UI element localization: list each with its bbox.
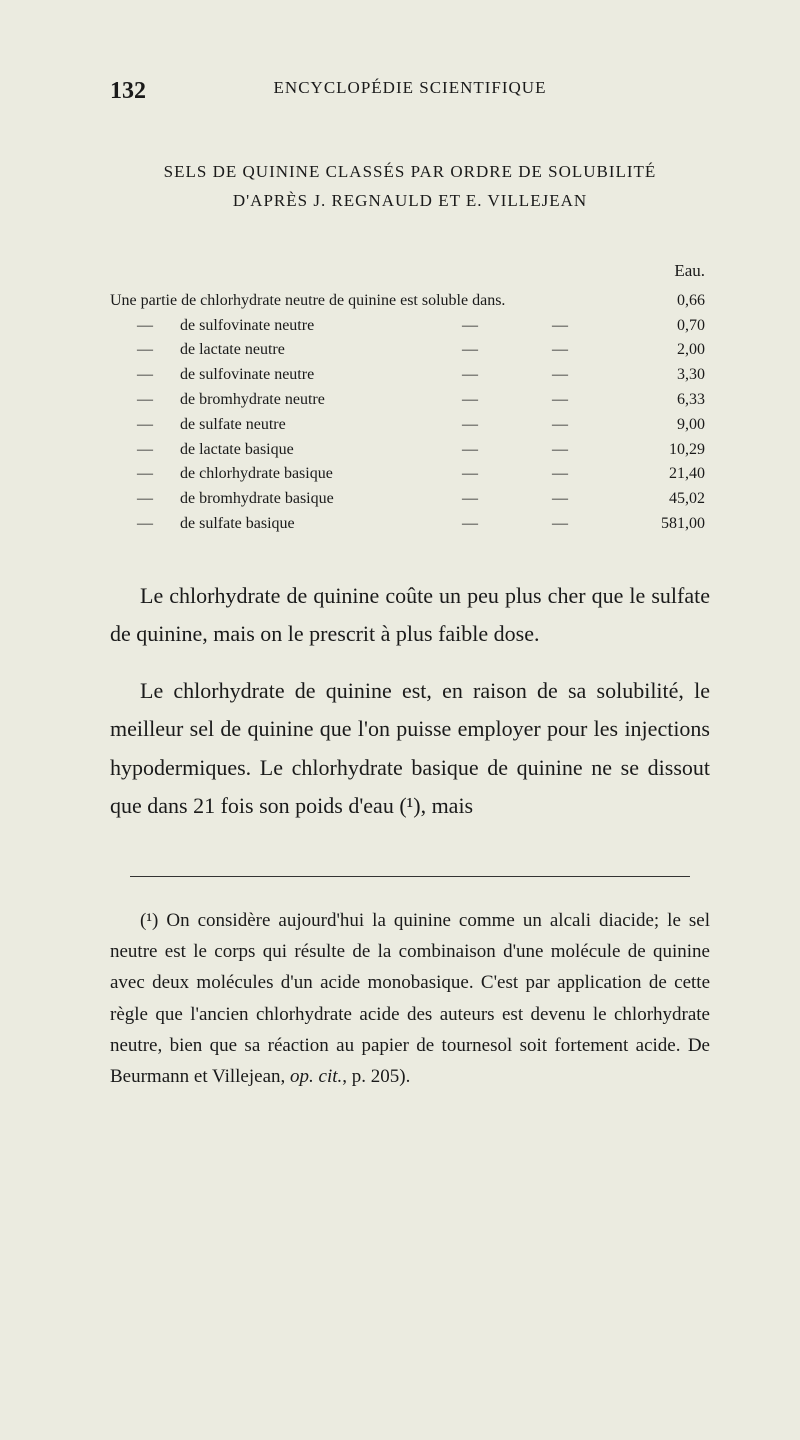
row-label: de bromhydrate neutre: [180, 388, 440, 413]
row-value: 45,02: [620, 487, 710, 512]
first-row-value: 0,66: [630, 289, 710, 314]
row-dash2: —: [500, 512, 620, 537]
row-dash: —: [110, 314, 180, 339]
row-dash1: —: [440, 487, 500, 512]
row-dash1: —: [440, 363, 500, 388]
row-label: de bromhydrate basique: [180, 487, 440, 512]
row-dash1: —: [440, 512, 500, 537]
row-label: de lactate neutre: [180, 338, 440, 363]
table-first-row: Une partie de chlorhydrate neutre de qui…: [110, 289, 710, 314]
row-dash: —: [110, 388, 180, 413]
table-row: — de lactate neutre — — 2,00: [110, 338, 710, 363]
row-value: 6,33: [620, 388, 710, 413]
row-dash2: —: [500, 487, 620, 512]
table-row: — de lactate basique — — 10,29: [110, 438, 710, 463]
title-line-1: SELS DE QUININE CLASSÉS PAR ORDRE DE SOL…: [110, 158, 710, 187]
title-line-2: D'APRÈS J. REGNAULD ET E. VILLEJEAN: [110, 187, 710, 216]
row-value: 10,29: [620, 438, 710, 463]
row-dash1: —: [440, 314, 500, 339]
row-dash2: —: [500, 413, 620, 438]
paragraph-2: Le chlorhydrate de quinine est, en raiso…: [110, 672, 710, 826]
row-value: 2,00: [620, 338, 710, 363]
row-dash: —: [110, 338, 180, 363]
row-dash2: —: [500, 314, 620, 339]
row-value: 581,00: [620, 512, 710, 537]
footnote-citation: op. cit.: [290, 1066, 342, 1087]
row-dash1: —: [440, 462, 500, 487]
row-dash1: —: [440, 413, 500, 438]
footnote-divider: [130, 876, 690, 877]
table-title: SELS DE QUININE CLASSÉS PAR ORDRE DE SOL…: [110, 158, 710, 216]
row-value: 9,00: [620, 413, 710, 438]
row-label: de sulfovinate neutre: [180, 314, 440, 339]
table-row: — de sulfovinate neutre — — 0,70: [110, 314, 710, 339]
page-number: 132: [110, 78, 146, 105]
table-row: — de sulfate basique — — 581,00: [110, 512, 710, 537]
footnote-end: , p. 205).: [342, 1066, 410, 1087]
row-dash2: —: [500, 462, 620, 487]
row-dash: —: [110, 512, 180, 537]
table-row: — de sulfovinate neutre — — 3,30: [110, 363, 710, 388]
row-dash: —: [110, 487, 180, 512]
row-dash: —: [110, 462, 180, 487]
first-row-text: Une partie de chlorhydrate neutre de qui…: [110, 289, 630, 314]
row-dash1: —: [440, 388, 500, 413]
table-row: — de chlorhydrate basique — — 21,40: [110, 462, 710, 487]
table-row: — de sulfate neutre — — 9,00: [110, 413, 710, 438]
solubility-table: Une partie de chlorhydrate neutre de qui…: [110, 289, 710, 537]
row-dash1: —: [440, 438, 500, 463]
row-label: de chlorhydrate basique: [180, 462, 440, 487]
row-dash2: —: [500, 363, 620, 388]
row-dash2: —: [500, 388, 620, 413]
paragraph-1: Le chlorhydrate de quinine coûte un peu …: [110, 577, 710, 654]
row-dash: —: [110, 413, 180, 438]
row-dash: —: [110, 363, 180, 388]
row-label: de lactate basique: [180, 438, 440, 463]
row-label: de sulfovinate neutre: [180, 363, 440, 388]
eau-column-header: Eau.: [110, 261, 710, 281]
row-label: de sulfate neutre: [180, 413, 440, 438]
row-label: de sulfate basique: [180, 512, 440, 537]
row-dash2: —: [500, 338, 620, 363]
row-value: 21,40: [620, 462, 710, 487]
footnote-text: (¹) On considère aujourd'hui la quinine …: [110, 910, 710, 1088]
row-dash2: —: [500, 438, 620, 463]
row-value: 0,70: [620, 314, 710, 339]
table-row: — de bromhydrate basique — — 45,02: [110, 487, 710, 512]
footnote: (¹) On considère aujourd'hui la quinine …: [110, 905, 710, 1093]
table-row: — de bromhydrate neutre — — 6,33: [110, 388, 710, 413]
row-dash: —: [110, 438, 180, 463]
row-dash1: —: [440, 338, 500, 363]
row-value: 3,30: [620, 363, 710, 388]
running-header: ENCYCLOPÉDIE SCIENTIFIQUE: [110, 78, 710, 98]
